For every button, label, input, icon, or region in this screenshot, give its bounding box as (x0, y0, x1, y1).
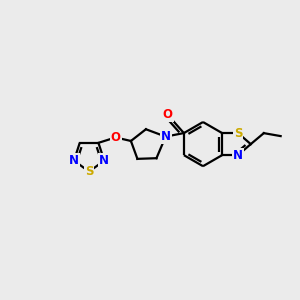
Text: N: N (160, 130, 171, 143)
Text: S: S (234, 127, 242, 140)
Text: N: N (233, 149, 243, 162)
Text: S: S (85, 165, 93, 178)
Text: N: N (69, 154, 79, 167)
Text: N: N (99, 154, 109, 167)
Text: O: O (163, 108, 173, 121)
Text: O: O (111, 131, 121, 144)
